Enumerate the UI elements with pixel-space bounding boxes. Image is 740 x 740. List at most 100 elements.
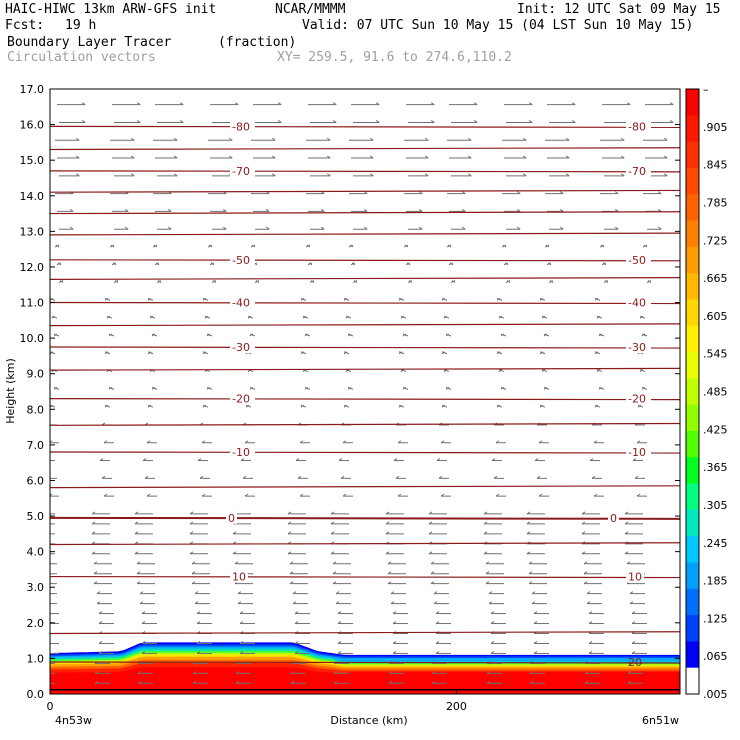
wind-vector-head — [526, 531, 531, 535]
wind-vector-head — [586, 591, 591, 595]
wind-vector-head — [294, 611, 299, 614]
wind-vector-head — [320, 209, 325, 212]
wind-vector-head — [277, 102, 282, 106]
wind-vector-head — [75, 155, 80, 159]
wind-vector-head — [53, 386, 58, 390]
wind-vector-head — [626, 561, 631, 565]
wind-vector-head — [539, 351, 544, 355]
wind-vector-head — [443, 369, 448, 372]
wind-vector-head — [565, 173, 570, 177]
temperature-isotherm — [50, 232, 680, 236]
xy-range: XY= 259.5, 91.6 to 274.6,110.2 — [277, 50, 512, 65]
contour-label: 20 — [628, 656, 642, 669]
wind-vector — [498, 315, 505, 319]
wind-vector-head — [584, 680, 589, 684]
temperature-contour — [50, 398, 680, 401]
wind-vector-head — [51, 315, 56, 319]
colorbar-label: .785 — [703, 196, 728, 209]
wind-vector — [445, 333, 452, 337]
wind-vector-head — [239, 651, 244, 654]
wind-vector-head — [330, 511, 335, 515]
contour-label-bg — [230, 446, 255, 458]
y-tick-label: 3.0 — [27, 581, 45, 594]
wind-vector — [302, 315, 309, 319]
field-units: (fraction) — [218, 35, 297, 50]
wind-vector-head — [443, 315, 448, 319]
wind-vector-head — [406, 262, 411, 266]
colorbar-swatch — [686, 615, 699, 642]
wind-vector-head — [332, 571, 337, 575]
wind-vector — [300, 297, 307, 301]
colorbar-swatch — [686, 273, 699, 300]
wind-vector-head — [581, 551, 586, 555]
y-tick-label: 15.0 — [20, 154, 45, 167]
wind-vector — [639, 315, 646, 319]
wind-vector-head — [110, 244, 115, 248]
wind-vector — [204, 315, 211, 319]
wind-vector — [104, 351, 111, 355]
wind-vector-head — [363, 209, 368, 212]
wind-vector-head — [202, 297, 207, 301]
wind-vector-head — [81, 102, 86, 106]
wind-vector-head — [69, 209, 74, 212]
wind-vector-head — [591, 475, 596, 479]
wind-vector-head — [498, 369, 503, 372]
wind-vector-head — [483, 551, 488, 555]
wind-vector-head — [441, 297, 446, 301]
wind-vector-head — [98, 641, 103, 644]
wind-vector-head — [147, 297, 152, 301]
wind-vector-head — [375, 120, 380, 123]
wind-vector-head — [134, 551, 139, 555]
wind-vector-head — [428, 521, 433, 525]
wind-vector — [147, 351, 154, 355]
wind-vector-head — [96, 591, 101, 595]
wind-vector-head — [387, 571, 392, 575]
wind-vector-head — [332, 102, 337, 106]
temperature-isotherm — [50, 367, 680, 371]
wind-vector-head — [598, 386, 603, 390]
colorbar-swatch — [686, 246, 699, 274]
colorbar-label: .845 — [703, 159, 728, 172]
wind-vector-head — [157, 280, 162, 284]
wind-vector-head — [663, 137, 668, 141]
wind-vector-head — [114, 280, 119, 284]
wind-vector-head — [404, 244, 409, 248]
wind-vector-head — [538, 493, 543, 497]
wind-vector-head — [669, 120, 674, 123]
wind-vector-head — [235, 670, 240, 674]
wind-vector-head — [137, 670, 142, 674]
wind-vector-head — [506, 280, 511, 284]
contour-label: -70 — [628, 165, 646, 178]
wind-vector-head — [136, 561, 141, 565]
wind-vector-head — [189, 541, 194, 545]
wind-vector-head — [559, 191, 564, 195]
wind-vector-head — [146, 493, 151, 497]
wind-vector-head — [206, 386, 211, 390]
wind-vector-head — [147, 404, 152, 408]
wind-vector-head — [594, 351, 599, 355]
wind-vector-head — [245, 404, 250, 408]
wind-vector-head — [490, 621, 495, 624]
wind-vector — [106, 315, 113, 319]
wind-vector — [398, 297, 405, 301]
temperature-isotherm — [50, 485, 680, 489]
wind-vector — [304, 333, 311, 337]
wind-vector-head — [451, 280, 456, 284]
wind-vector-head — [292, 591, 297, 595]
forecast-hours: 19 h — [65, 18, 97, 33]
wind-vector-head — [418, 191, 423, 195]
wind-vector-head — [337, 651, 342, 654]
wind-vector-head — [326, 137, 331, 141]
wind-vector-head — [237, 591, 242, 595]
wind-vector-head — [75, 173, 80, 177]
y-tick-label: 4.0 — [27, 546, 45, 559]
wind-vector-head — [526, 551, 531, 555]
valid-time: Valid: 07 UTC Sun 10 May 15 (04 LST Sun … — [302, 18, 694, 33]
temperature-contour — [50, 575, 680, 579]
temperature-isotherm — [50, 277, 680, 280]
wind-vector-head — [347, 333, 352, 337]
wind-vector — [500, 333, 507, 337]
wind-vector-head — [304, 386, 309, 390]
wind-vector-head — [239, 621, 244, 624]
wind-vector-head — [299, 493, 304, 497]
